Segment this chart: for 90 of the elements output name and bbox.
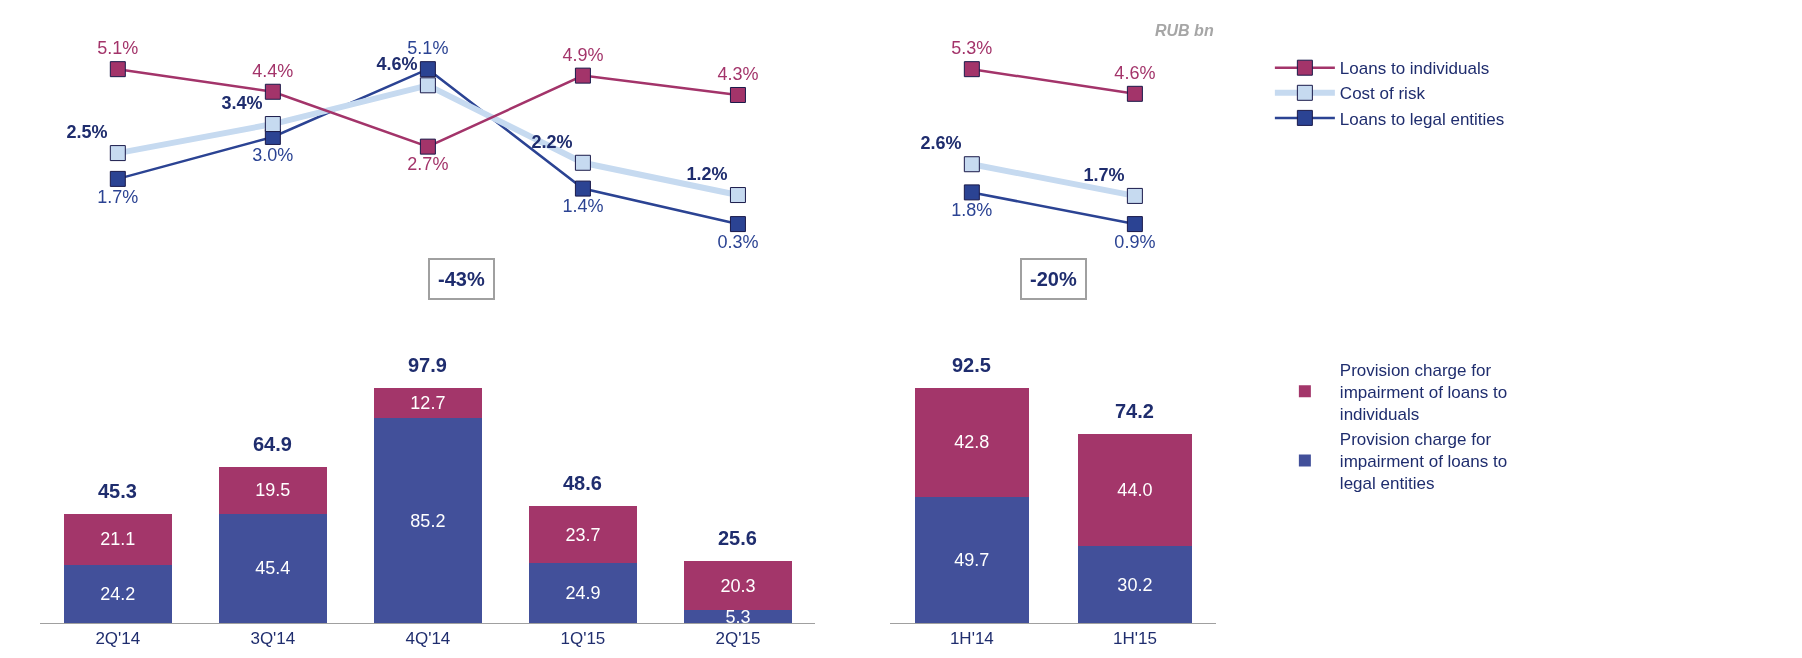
bar [373,418,483,623]
data-label: 4.6% [1114,62,1156,83]
bar [914,496,1029,623]
data-label: 3.0% [252,144,294,165]
data-label: 19.5 [255,480,291,501]
data-label: 5.3% [951,38,993,59]
bar [63,514,173,565]
data-label: 85.2 [410,510,446,531]
point [963,156,980,173]
point [109,61,126,78]
data-label: 4.3% [717,64,759,85]
legend-label: Loans to individuals [1339,59,1490,79]
x-tick-label: 3Q'14 [250,629,296,649]
data-label: 1.7% [97,186,139,207]
total-label: 48.6 [563,472,602,494]
point [109,145,126,162]
point [419,61,436,78]
bar [683,610,793,623]
data-label: 0.9% [1114,231,1156,252]
bar [63,564,173,623]
point [574,67,591,84]
text: -20% [1030,268,1077,290]
x-tick-label: 1H'15 [1112,629,1157,649]
text: RUB bn [1155,22,1214,39]
point [419,138,436,155]
bar [683,561,793,611]
x-tick-label: 4Q'14 [405,629,451,649]
x-tick-label: 1H'14 [949,629,994,649]
data-label: 24.9 [565,583,601,604]
bar [1077,434,1192,547]
point [264,83,281,100]
point [729,216,746,233]
legend-label: Provision charge for impairment of loans to individuals [1339,360,1508,425]
bar [1077,546,1192,623]
data-label: 0.3% [717,231,759,252]
point [729,86,746,103]
bar [528,563,638,623]
legend-label: Loans to legal entities [1339,109,1505,129]
data-label: 1.4% [562,196,604,217]
data-label: 12.7 [410,392,446,413]
point [963,184,980,201]
legend-label: Cost of risk [1339,84,1426,104]
data-label: 1.2% [686,164,728,185]
data-label: 4.9% [562,44,604,65]
x-tick-label: 2Q'15 [715,629,761,649]
data-label: 4.4% [252,60,294,81]
data-label: 21.1 [100,529,136,550]
data-label: 1.8% [951,200,993,221]
point [1126,85,1143,102]
total-label: 92.5 [952,354,991,376]
bar [218,466,328,514]
data-label: 2.6% [920,133,962,154]
point [419,77,436,94]
bar [914,387,1029,497]
bar [528,506,638,564]
data-label: 24.2 [100,583,136,604]
total-label: 74.2 [1115,400,1154,422]
legend-label: Provision charge for impairment of loans to legal entities [1339,430,1508,494]
text: -43% [438,268,485,290]
x-tick-label: 1Q'15 [560,629,606,649]
point [1126,216,1143,233]
point [963,61,980,78]
data-label: 4.6% [376,54,418,75]
bar [373,387,483,419]
data-label: 30.2 [1117,574,1153,595]
data-label: 2.2% [531,131,573,152]
total-label: 25.6 [718,527,757,549]
data-label: 42.8 [954,432,990,453]
data-label: 23.7 [565,524,601,545]
total-label: 97.9 [408,354,447,376]
point [264,116,281,133]
data-label: 45.4 [255,558,291,579]
bar [218,513,328,623]
data-label: 1.7% [1083,165,1125,186]
data-label: 5.1% [97,38,139,59]
data-label: 2.7% [407,154,449,175]
data-label: 49.7 [954,549,990,570]
point [1126,187,1143,204]
data-label: 44.0 [1117,480,1153,501]
data-label: 3.4% [221,93,263,114]
data-label: 2.5% [66,122,108,143]
data-label: 20.3 [720,575,756,596]
x-tick-label: 2Q'14 [95,629,141,649]
point [729,187,746,204]
data-label: 5.3 [725,606,751,627]
total-label: 64.9 [253,433,292,455]
point [574,154,591,171]
total-label: 45.3 [98,480,137,502]
point [109,170,126,187]
point [574,180,591,197]
